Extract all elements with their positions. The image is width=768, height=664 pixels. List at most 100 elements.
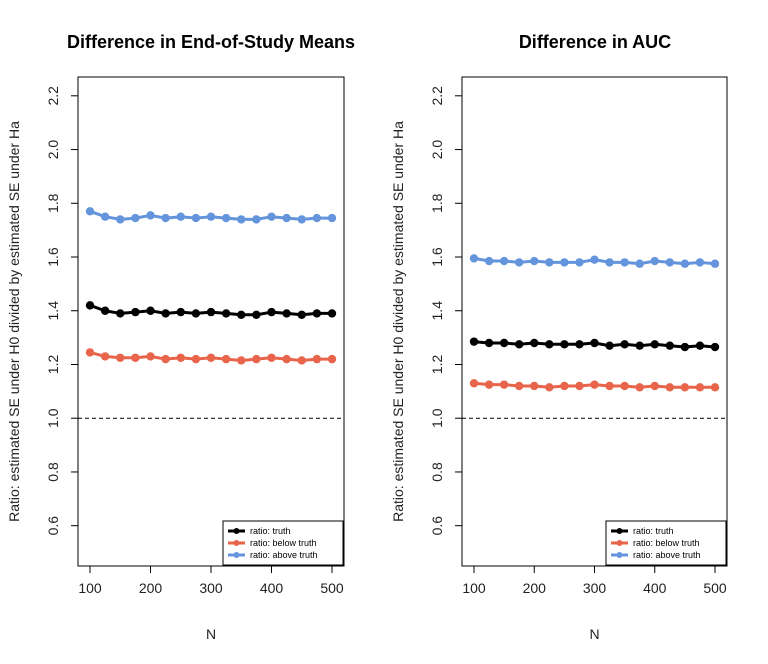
data-point bbox=[116, 215, 125, 224]
data-point bbox=[545, 340, 554, 349]
data-point bbox=[176, 353, 185, 362]
data-point bbox=[695, 258, 705, 267]
data-point bbox=[327, 213, 337, 223]
y-tick-label: 0.8 bbox=[45, 462, 61, 482]
data-point bbox=[100, 306, 110, 315]
data-point bbox=[327, 309, 337, 318]
data-point bbox=[469, 337, 479, 346]
chart-title: Difference in End-of-Study Means bbox=[67, 32, 355, 52]
x-tick-label: 300 bbox=[583, 580, 607, 596]
y-tick-label: 1.4 bbox=[45, 301, 61, 321]
data-point bbox=[282, 309, 291, 318]
series-1 bbox=[469, 337, 720, 352]
data-point bbox=[635, 383, 644, 392]
data-point bbox=[590, 255, 599, 264]
data-point bbox=[237, 215, 246, 224]
data-point bbox=[650, 256, 659, 266]
chart-panel-2: Difference in AUC 100 200 300 400 500 0.6 0.8 1.… bbox=[390, 32, 728, 642]
chart-title: Difference in AUC bbox=[519, 32, 671, 52]
x-tick-label: 500 bbox=[703, 580, 727, 596]
x-tick-label: 400 bbox=[643, 580, 667, 596]
series-2 bbox=[469, 379, 720, 392]
chart-panel-1: Difference in End-of-Study Means 100 200 30… bbox=[6, 32, 355, 642]
y-tick-label: 1.6 bbox=[429, 247, 445, 267]
plot-frame bbox=[461, 76, 728, 567]
legend-label: ratio: truth bbox=[633, 526, 674, 536]
data-point bbox=[146, 211, 155, 220]
data-point bbox=[680, 342, 690, 352]
data-point bbox=[499, 256, 509, 266]
y-tick-label: 0.8 bbox=[429, 462, 445, 482]
data-point bbox=[131, 307, 140, 317]
data-point bbox=[605, 381, 614, 391]
series-2 bbox=[85, 348, 337, 365]
data-point bbox=[665, 258, 675, 267]
data-point bbox=[620, 258, 629, 267]
data-point bbox=[327, 354, 337, 364]
data-point bbox=[85, 301, 95, 310]
legend-marker bbox=[616, 552, 623, 558]
data-point bbox=[665, 341, 675, 350]
data-point bbox=[297, 356, 306, 365]
data-point bbox=[85, 207, 95, 216]
data-point bbox=[161, 213, 170, 223]
y-tick-label: 1.8 bbox=[45, 193, 61, 213]
data-point bbox=[560, 258, 569, 267]
data-point bbox=[620, 381, 629, 391]
x-tick-label: 400 bbox=[260, 580, 284, 596]
data-point bbox=[530, 338, 539, 348]
legend-label: ratio: above truth bbox=[633, 550, 701, 560]
data-point bbox=[650, 340, 659, 349]
data-point bbox=[575, 258, 584, 267]
legend-box bbox=[222, 520, 344, 566]
x-axis-label: N bbox=[206, 626, 216, 642]
y-tick-label: 1.8 bbox=[429, 193, 445, 213]
legend-label: ratio: below truth bbox=[633, 538, 700, 548]
data-point bbox=[680, 383, 690, 392]
data-point bbox=[635, 341, 644, 350]
data-point bbox=[282, 213, 291, 223]
data-point bbox=[312, 309, 322, 318]
data-point bbox=[267, 307, 276, 317]
y-tick-label: 2.0 bbox=[429, 140, 445, 160]
data-point bbox=[605, 258, 614, 267]
y-axis-label: Ratio: estimated SE under H0 divided by … bbox=[6, 121, 22, 522]
data-point bbox=[176, 212, 185, 221]
y-tick-label: 2.2 bbox=[429, 86, 445, 106]
data-point bbox=[191, 309, 201, 318]
y-tick-label: 1.0 bbox=[429, 408, 445, 428]
data-point bbox=[545, 258, 554, 267]
legend-marker bbox=[616, 528, 623, 534]
data-point bbox=[514, 258, 524, 267]
data-point bbox=[484, 256, 494, 266]
y-tick-label: 1.2 bbox=[45, 355, 61, 375]
data-point bbox=[161, 309, 170, 318]
data-point bbox=[514, 340, 524, 349]
data-point bbox=[237, 310, 246, 319]
data-point bbox=[560, 381, 569, 391]
data-point bbox=[530, 256, 539, 266]
data-point bbox=[146, 352, 155, 361]
data-point bbox=[252, 215, 261, 224]
x-tick-label: 100 bbox=[462, 580, 486, 596]
legend-label: ratio: above truth bbox=[250, 550, 318, 560]
series-1 bbox=[85, 301, 337, 319]
data-point bbox=[695, 383, 705, 392]
data-point bbox=[484, 380, 494, 389]
data-point bbox=[499, 338, 509, 348]
data-point bbox=[206, 212, 216, 221]
data-point bbox=[469, 254, 479, 263]
data-point bbox=[267, 353, 276, 362]
data-point bbox=[237, 356, 246, 365]
data-point bbox=[665, 383, 675, 392]
x-tick-label: 500 bbox=[320, 580, 344, 596]
y-tick-label: 1.2 bbox=[429, 355, 445, 375]
data-point bbox=[695, 341, 705, 350]
data-point bbox=[680, 259, 690, 268]
data-point bbox=[221, 309, 231, 318]
y-tick-label: 1.4 bbox=[429, 301, 445, 321]
x-tick-label: 300 bbox=[199, 580, 223, 596]
data-point bbox=[575, 340, 584, 349]
y-tick-label: 1.6 bbox=[45, 247, 61, 267]
y-tick-label: 2.0 bbox=[45, 140, 61, 160]
